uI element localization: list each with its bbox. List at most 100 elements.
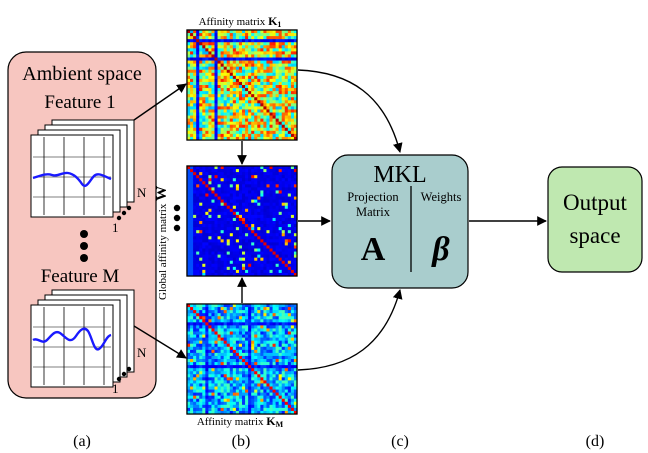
heatmap-cell <box>245 337 249 341</box>
heatmap-cell <box>187 263 191 268</box>
heatmap-cell <box>290 233 295 237</box>
heatmap-cell <box>290 365 295 369</box>
heatmap-cell <box>245 304 249 308</box>
heatmap-cell <box>190 362 194 366</box>
heatmap-cell <box>248 211 252 216</box>
heatmap-cell <box>242 172 246 176</box>
heatmap-cell <box>214 407 218 412</box>
heatmap-cell <box>257 343 261 348</box>
heatmap-cell <box>220 172 224 176</box>
heatmap-cell <box>266 106 270 110</box>
heatmap-cell <box>205 118 209 122</box>
heatmap-cell <box>217 230 221 234</box>
mkl-title: MKL <box>373 162 426 188</box>
heatmap-cell <box>208 371 212 375</box>
heatmap-cell <box>196 310 200 314</box>
heatmap-cell <box>193 260 197 265</box>
heatmap-cell <box>220 196 224 200</box>
heatmap-cell <box>193 266 197 271</box>
heatmap-cell <box>254 257 258 262</box>
heatmap-cell <box>272 217 276 222</box>
heatmap-cell <box>248 78 252 83</box>
heatmap-cell <box>272 340 276 345</box>
heatmap-cell <box>266 349 270 354</box>
heatmap-cell <box>205 69 209 74</box>
heatmap-cell <box>245 407 249 412</box>
heatmap-cell <box>193 386 197 390</box>
heatmap-cell <box>290 355 295 360</box>
heatmap-cell <box>278 136 283 141</box>
heatmap-cell <box>196 227 200 231</box>
heatmap-cell <box>281 310 286 314</box>
heatmap-cell <box>284 319 289 323</box>
heatmap-cell <box>211 248 215 252</box>
heatmap-cell <box>208 404 212 409</box>
heatmap-cell <box>226 389 231 393</box>
heatmap-cell <box>263 187 267 191</box>
heatmap-cell <box>220 383 224 387</box>
heatmap-cell <box>214 227 218 231</box>
heatmap-cell <box>293 260 298 265</box>
heatmap-cell <box>269 202 273 207</box>
heatmap-cell <box>272 331 276 335</box>
heatmap-cell <box>287 202 292 207</box>
heatmap-cell <box>220 75 224 80</box>
heatmap-cell <box>275 88 279 92</box>
heatmap-cell <box>245 362 249 366</box>
heatmap-cell <box>199 39 203 43</box>
heatmap-cell <box>290 346 295 351</box>
heatmap-cell <box>196 331 200 335</box>
heatmap-cell <box>205 109 209 113</box>
heatmap-cell <box>284 48 289 52</box>
heatmap-cell <box>257 94 261 98</box>
heatmap-cell <box>263 224 267 228</box>
heatmap-cell <box>257 245 261 249</box>
heatmap-cell <box>235 322 240 326</box>
heatmap-cell <box>211 66 215 71</box>
heatmap-cell <box>257 103 261 107</box>
heatmap-cell <box>202 377 206 381</box>
heatmap-cell <box>278 337 283 341</box>
heatmap-cell <box>190 166 194 170</box>
heatmap-cell <box>226 410 231 415</box>
heatmap-cell <box>257 346 261 351</box>
heatmap-cell <box>248 313 252 317</box>
heatmap-cell <box>281 368 286 372</box>
heatmap-cell <box>242 75 246 80</box>
heatmap-cell <box>290 106 295 110</box>
heatmap-cell <box>202 63 206 67</box>
heatmap-cell <box>254 54 258 58</box>
heatmap-cell <box>293 60 298 64</box>
heatmap-cell <box>254 118 258 122</box>
heatmap-cell <box>226 377 231 381</box>
heatmap-cell <box>251 51 255 55</box>
heatmap-cell <box>238 75 243 80</box>
heatmap-cell <box>263 97 267 101</box>
heatmap-cell <box>290 328 295 332</box>
heatmap-cell <box>190 48 194 52</box>
heatmap-cell <box>290 48 295 52</box>
heatmap-cell <box>220 319 224 323</box>
heatmap-cell <box>287 269 292 274</box>
heatmap-cell <box>248 91 252 95</box>
heatmap-cell <box>266 103 270 107</box>
heatmap-cell <box>238 410 243 415</box>
heatmap-cell <box>205 374 209 378</box>
heatmap-cell <box>257 75 261 80</box>
heatmap-cell <box>193 169 197 173</box>
heatmap-cell <box>229 304 234 308</box>
heatmap-cell <box>245 205 249 210</box>
heatmap-cell <box>196 307 200 311</box>
heatmap-cell <box>254 72 258 77</box>
heatmap-cell <box>211 242 215 246</box>
heatmap-cell <box>254 199 258 203</box>
heatmap-cell <box>287 45 292 49</box>
heatmap-cell <box>229 395 234 400</box>
heatmap-cell <box>266 307 270 311</box>
heatmap-cell <box>214 392 218 396</box>
heatmap-cell <box>269 380 273 384</box>
heatmap-cell <box>232 78 237 83</box>
heatmap-cell <box>211 410 215 415</box>
heatmap-cell <box>281 100 286 104</box>
heatmap-cell <box>229 260 234 265</box>
